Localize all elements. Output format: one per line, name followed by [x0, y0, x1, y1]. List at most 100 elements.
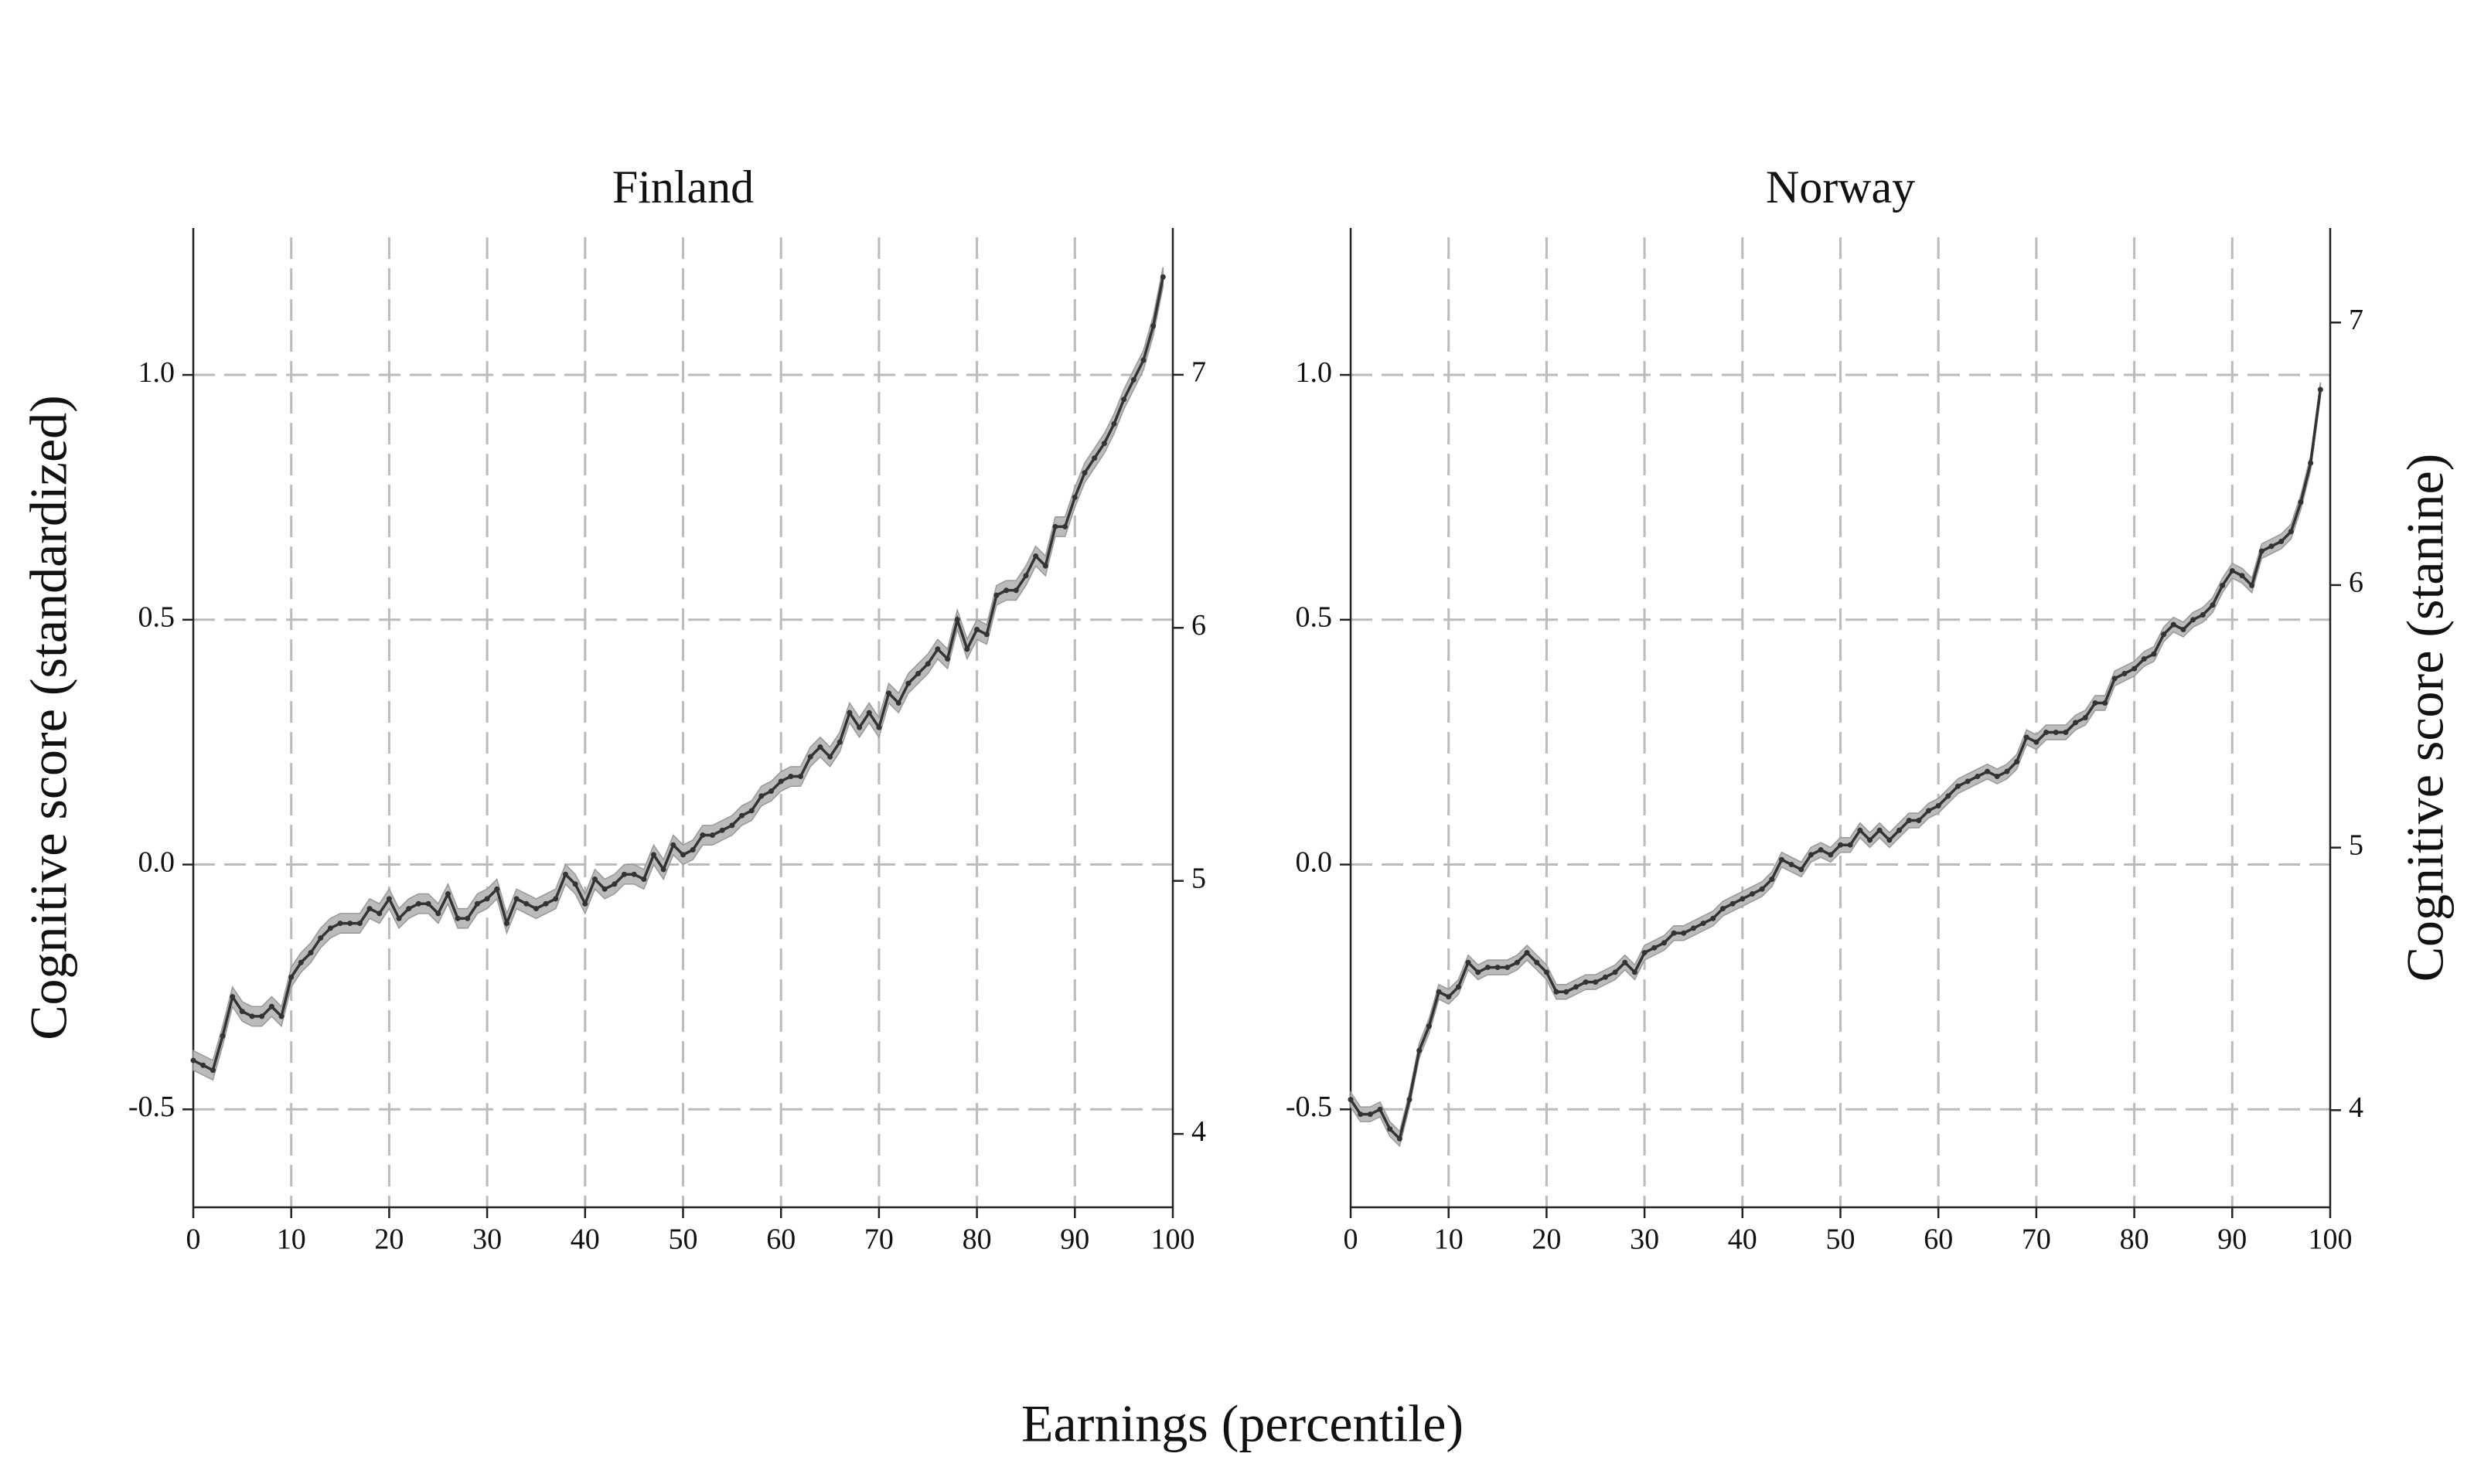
data-point: [1710, 915, 1716, 921]
data-point: [1121, 397, 1127, 403]
data-point: [876, 724, 882, 730]
data-point: [710, 832, 716, 839]
data-point: [1788, 862, 1794, 868]
data-point: [807, 754, 813, 760]
x-tick-label: 50: [669, 1224, 698, 1256]
data-point: [2268, 543, 2275, 550]
data-point: [1602, 974, 1608, 980]
data-point: [318, 935, 324, 941]
data-point: [778, 778, 784, 785]
x-tick-label: 30: [472, 1224, 502, 1256]
data-point: [1808, 852, 1814, 858]
data-point: [2229, 567, 2235, 574]
data-point: [1612, 969, 1618, 975]
chart-title: Norway: [1766, 162, 1915, 213]
data-point: [983, 631, 990, 638]
confidence-band: [193, 267, 1164, 1081]
data-point: [895, 699, 901, 706]
data-point: [1690, 925, 1696, 931]
y2-tick-label: 4: [2349, 1091, 2363, 1124]
data-point: [621, 871, 627, 877]
data-point: [445, 891, 451, 897]
data-point: [1857, 827, 1863, 833]
data-point: [249, 1013, 255, 1019]
chart-title: Finland: [612, 162, 754, 213]
data-point: [553, 896, 559, 902]
data-point: [925, 661, 931, 667]
data-point: [239, 1009, 245, 1015]
data-point: [1543, 969, 1549, 975]
data-point: [1583, 979, 1589, 985]
data-point: [190, 1057, 196, 1064]
x-tick-label: 50: [1826, 1224, 1855, 1256]
data-point: [288, 974, 295, 980]
data-point: [1651, 945, 1658, 951]
data-point: [386, 896, 392, 902]
data-point: [1387, 1126, 1393, 1132]
data-point: [2249, 582, 2255, 588]
data-point: [1828, 852, 1834, 858]
data-point: [1671, 930, 1677, 936]
data-point: [503, 921, 509, 927]
data-point: [817, 744, 823, 751]
data-point: [2092, 699, 2098, 706]
data-point: [2023, 734, 2029, 740]
data-point: [1130, 376, 1136, 383]
data-point: [748, 808, 755, 814]
data-point: [1150, 323, 1157, 329]
data-point: [396, 915, 402, 921]
data-point: [1023, 573, 1029, 579]
data-point: [847, 710, 853, 716]
x-tick-label: 90: [2217, 1224, 2247, 1256]
data-point: [964, 646, 970, 652]
data-point: [1358, 1111, 1364, 1118]
y2-axis-label: Cognitive score (stanine): [2396, 454, 2455, 982]
data-point: [1661, 940, 1667, 946]
x-tick-label: 100: [1151, 1224, 1195, 1256]
data-point: [1406, 1097, 1412, 1103]
data-point: [2102, 699, 2108, 706]
data-point: [1985, 768, 1991, 774]
x-tick-label: 20: [374, 1224, 404, 1256]
data-point: [788, 774, 794, 780]
data-point: [2298, 499, 2304, 505]
y-tick-label: 0.5: [1296, 601, 1333, 634]
x-tick-label: 70: [864, 1224, 894, 1256]
data-point: [1955, 783, 1961, 789]
plot: Finland 0 10 20 30 40 50 60 70 80 90 100 -0.5 0.0 0.5 1…: [19, 162, 1206, 1256]
data-point: [2317, 386, 2323, 393]
data-point: [1965, 778, 1971, 785]
data-point: [1896, 827, 1903, 833]
data-point: [915, 670, 922, 676]
data-point: [2239, 573, 2245, 579]
data-point: [641, 876, 647, 883]
data-point: [1377, 1106, 1383, 1112]
data-point: [1436, 989, 1442, 995]
data-point: [1906, 818, 1912, 824]
data-point: [562, 871, 568, 877]
data-point: [268, 1003, 274, 1009]
data-point: [298, 959, 304, 965]
data-point: [210, 1067, 216, 1074]
data-point: [993, 592, 1000, 598]
data-point: [2180, 626, 2186, 632]
data-point: [543, 900, 549, 907]
data-point: [377, 910, 383, 917]
data-point: [200, 1062, 206, 1068]
data-point: [1719, 906, 1726, 912]
data-point: [2121, 670, 2128, 676]
data-point: [513, 896, 520, 902]
plot: Norway 0 10 20 30 40 50 60 70 80 90 100 -0.5 0.0 0.5 1.…: [1286, 162, 2455, 1256]
data-point: [719, 827, 725, 833]
data-point: [465, 915, 471, 921]
data-point: [337, 921, 343, 927]
data-point: [1062, 523, 1068, 529]
data-point: [1140, 357, 1147, 363]
x-tick-label: 60: [766, 1224, 796, 1256]
data-point: [2141, 655, 2147, 662]
data-point: [729, 822, 735, 829]
data-point: [1092, 455, 1098, 461]
data-point: [1494, 965, 1501, 971]
data-point: [1484, 965, 1491, 971]
data-point: [1514, 959, 1520, 965]
